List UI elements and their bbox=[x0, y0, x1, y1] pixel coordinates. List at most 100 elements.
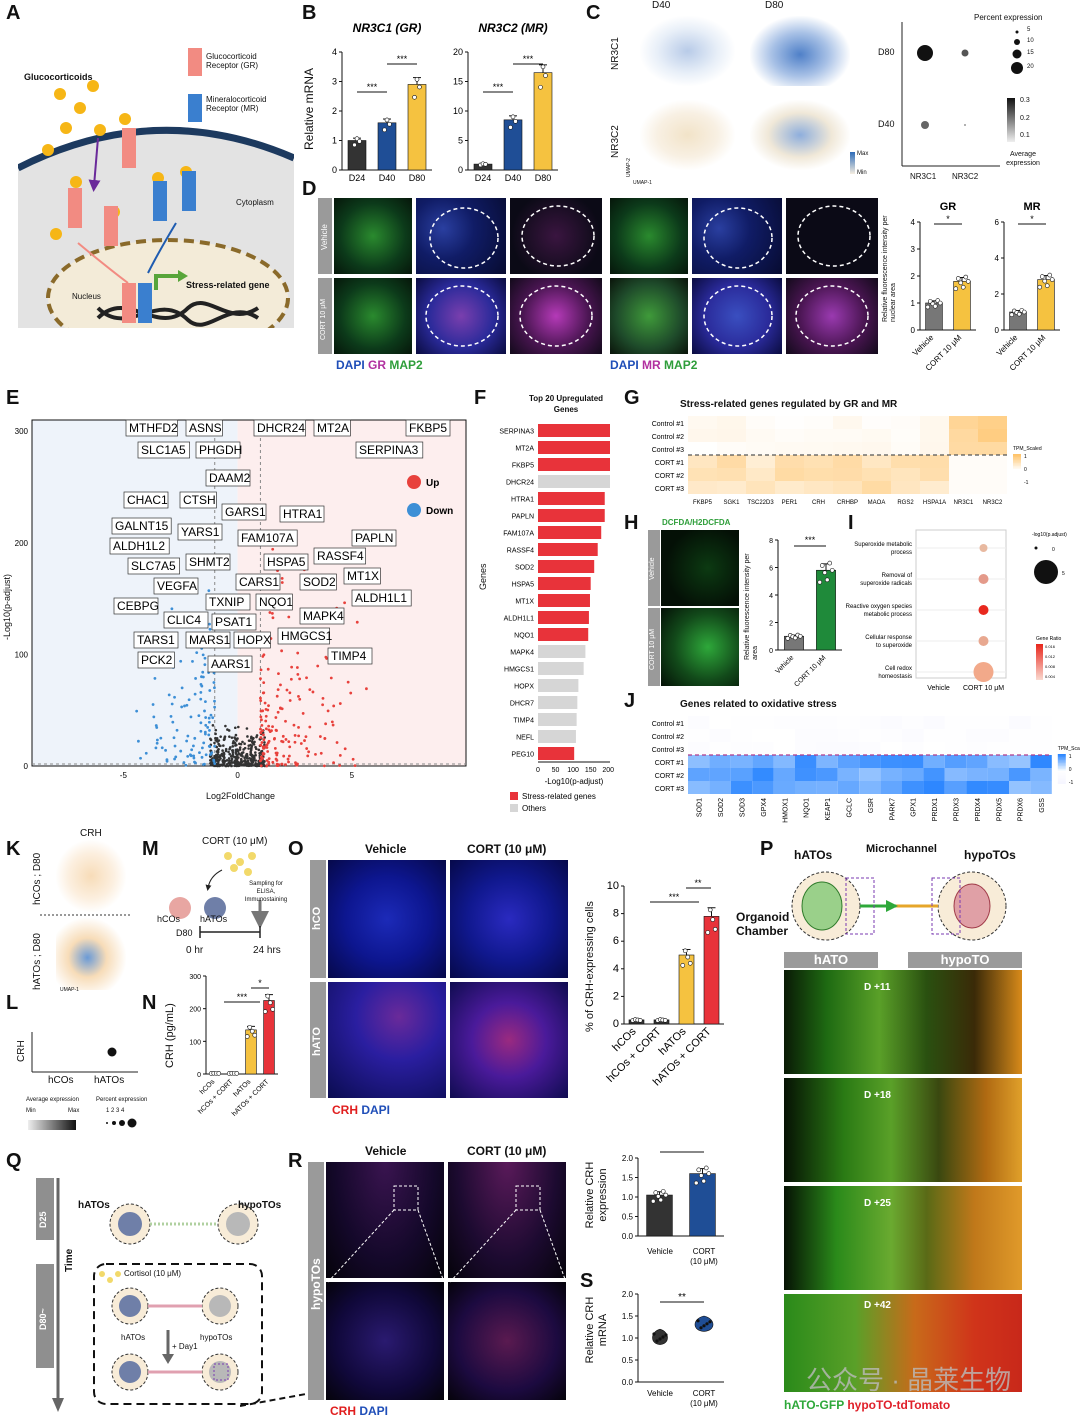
col-label: SOD2 bbox=[718, 798, 725, 817]
h-row-label-vehicle: Vehicle bbox=[649, 557, 656, 580]
gene-label: MT1X bbox=[515, 599, 534, 606]
row-label: CORT #3 bbox=[655, 486, 684, 493]
x-tick-label: Vehicle bbox=[911, 333, 936, 358]
cell bbox=[944, 781, 967, 794]
point-ns bbox=[246, 735, 249, 738]
y-tick-label: 20 bbox=[453, 47, 463, 57]
point-down bbox=[192, 754, 196, 758]
point-up bbox=[280, 576, 284, 580]
q-day1: + Day1 bbox=[172, 1342, 198, 1351]
r-legend-crh: CRH bbox=[330, 1404, 356, 1418]
cell bbox=[775, 429, 804, 442]
cell bbox=[880, 781, 902, 794]
point-down bbox=[199, 690, 203, 694]
cell bbox=[773, 781, 795, 794]
data-point bbox=[655, 1193, 661, 1199]
y-tick-label: 2 bbox=[911, 272, 916, 281]
x-tick-label: Vehicle bbox=[995, 333, 1020, 358]
point-up bbox=[259, 731, 263, 735]
r-row-header bbox=[308, 1162, 324, 1400]
point-up bbox=[280, 762, 284, 766]
cell bbox=[949, 481, 978, 494]
micro-gr-vehicle-gr bbox=[510, 198, 602, 274]
bar-0 bbox=[347, 140, 367, 171]
point-up bbox=[262, 733, 265, 737]
data-point bbox=[958, 280, 964, 286]
data-point bbox=[797, 633, 803, 639]
cell bbox=[978, 468, 1007, 481]
cell bbox=[746, 416, 775, 429]
data-point bbox=[650, 1198, 656, 1204]
heatmap-j-title: Genes related to oxidative stress bbox=[680, 699, 837, 710]
point-up bbox=[308, 725, 312, 729]
point-down bbox=[213, 744, 217, 748]
p-legend: hATO-GFP hypoTO-tdTomato bbox=[784, 1398, 950, 1412]
point-down bbox=[197, 714, 201, 717]
cell bbox=[891, 481, 920, 494]
point-up bbox=[267, 728, 271, 732]
cell bbox=[746, 442, 775, 455]
col-label: PRDX5 bbox=[996, 798, 1003, 821]
micro-mr-vehicle-zoom bbox=[692, 198, 782, 274]
bar-ALDH1L1 bbox=[538, 611, 589, 624]
gene-label: HTRA1 bbox=[511, 497, 534, 504]
l-max: Max bbox=[68, 1108, 80, 1114]
data-point bbox=[660, 1189, 666, 1194]
point-down bbox=[212, 758, 216, 762]
point-up bbox=[273, 736, 276, 740]
gr-legend-label: Glucocorticoid Receptor (GR) bbox=[206, 52, 259, 70]
point-up bbox=[297, 734, 301, 738]
cell bbox=[795, 729, 817, 742]
scale-step bbox=[1057, 782, 1066, 784]
term-label: Cell redox bbox=[885, 666, 912, 672]
bg-down bbox=[32, 420, 238, 766]
x-tick-label: D40 bbox=[379, 173, 396, 183]
scale-step bbox=[1057, 764, 1066, 766]
point-ns bbox=[254, 751, 257, 754]
point-down bbox=[208, 729, 211, 732]
size-key-label: 0 bbox=[1052, 547, 1055, 553]
point-up bbox=[270, 729, 273, 733]
col-label: GSR bbox=[868, 798, 875, 813]
n-ylabel: CRH (pg/mL) bbox=[164, 1003, 176, 1068]
heatmap-g-title: Stress-related genes regulated by GR and… bbox=[680, 399, 898, 410]
cell bbox=[795, 716, 817, 729]
row-label: CORT #1 bbox=[655, 460, 684, 467]
bar-RASSF4 bbox=[538, 543, 598, 556]
point-up bbox=[294, 761, 297, 765]
pct-tick-5: 5 bbox=[1027, 27, 1031, 33]
gene-label: HSPA5 bbox=[267, 555, 306, 569]
x-tick-label: CORT 10 μM bbox=[793, 654, 827, 688]
cell bbox=[752, 716, 774, 729]
data-point bbox=[661, 1335, 665, 1339]
scale-tick: -1 bbox=[1024, 480, 1029, 486]
gene-label-box bbox=[211, 613, 257, 631]
point-down bbox=[185, 739, 189, 743]
term-dot-4 bbox=[973, 662, 994, 682]
point-up bbox=[297, 694, 300, 698]
point-up bbox=[332, 704, 336, 708]
y-tick-label: 4 bbox=[911, 218, 916, 227]
i-dotplot: Superoxide metabolic process Removal of sup… bbox=[846, 529, 1067, 692]
gene-label-box bbox=[127, 557, 180, 575]
cell bbox=[688, 455, 717, 468]
cell bbox=[833, 442, 862, 455]
cell bbox=[944, 768, 967, 781]
point-down bbox=[198, 751, 201, 755]
point-up bbox=[259, 736, 263, 739]
point-up bbox=[266, 667, 270, 671]
color-step bbox=[1036, 662, 1043, 663]
y-tick-label: 2 bbox=[332, 106, 337, 116]
color-step bbox=[1036, 656, 1043, 657]
cell bbox=[862, 442, 891, 455]
cell bbox=[688, 442, 717, 455]
point-ns bbox=[236, 749, 240, 753]
x-tick-label: (10 μM) bbox=[690, 1257, 718, 1266]
cell bbox=[1030, 729, 1052, 742]
legend-swatch bbox=[407, 475, 421, 489]
y-tick-label: 3 bbox=[332, 77, 337, 87]
point-down bbox=[199, 697, 203, 701]
violin-1 bbox=[694, 1315, 714, 1332]
point-up bbox=[259, 696, 262, 700]
point-up bbox=[279, 706, 282, 710]
